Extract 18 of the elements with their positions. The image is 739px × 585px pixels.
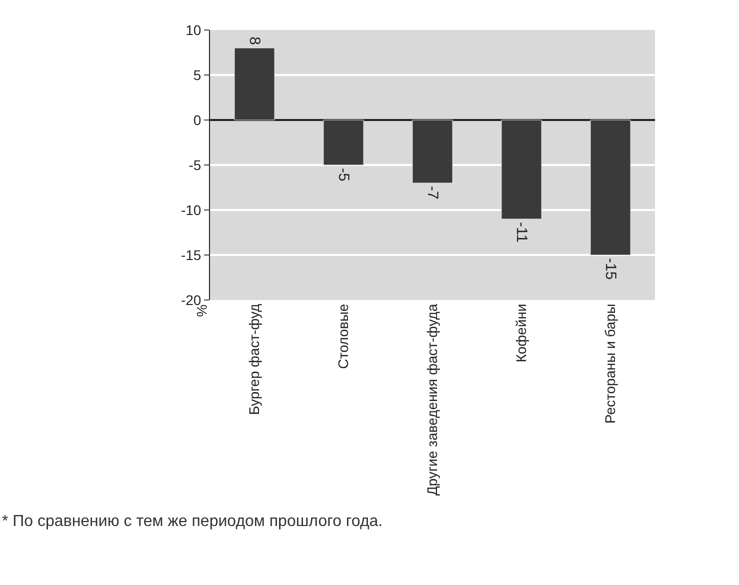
y-tick-label: -10 [180,202,202,218]
x-tick-label: Рестораны и бары [602,304,618,424]
data-label: -15 [602,258,620,280]
data-label: -7 [424,186,442,200]
data-label: -5 [335,168,352,182]
y-tick-label: -5 [188,156,202,173]
text: * По сравнению с тем же периодом прошлого года. [2,513,383,530]
y-tick-label: 10 [186,22,202,38]
y-tick-label: -15 [180,246,202,263]
data-label: -11 [513,222,530,243]
x-tick-label: Бургер фаст-фуд [246,304,262,416]
data-label: 8 [246,36,264,45]
y-tick-label: 5 [193,66,202,83]
x-tick-label: Другие заведения фаст-фуда [424,304,440,496]
x-tick-label: Кофейни [513,304,530,362]
x-tick-label: Столовые [335,304,352,370]
y-tick-label: 0 [193,112,202,128]
y-axis-title: % [194,304,210,317]
